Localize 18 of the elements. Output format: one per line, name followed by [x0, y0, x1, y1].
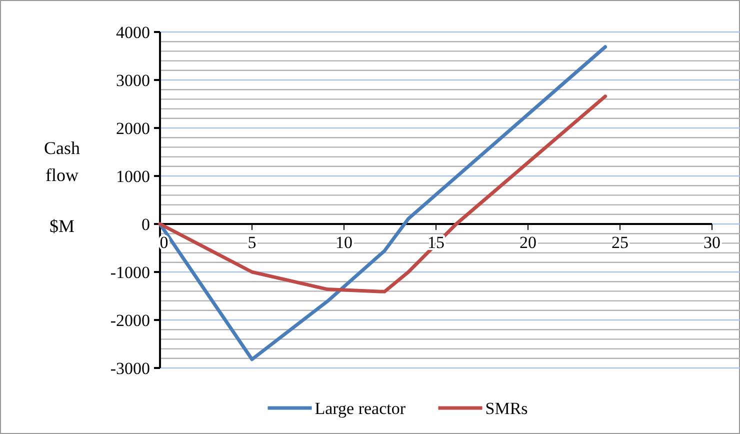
x-tick-label: 10 — [336, 233, 352, 252]
y-tick-label: 1000 — [116, 166, 150, 186]
legend-label: Large reactor — [314, 398, 406, 418]
text: Cash flow $M — [44, 138, 80, 236]
legend-label: SMRs — [485, 398, 528, 418]
y-tick-label: 0 — [142, 214, 150, 234]
line-series — [158, 45, 608, 362]
y-tick-label: -3000 — [110, 358, 150, 378]
y-tick-label: -1000 — [110, 262, 150, 282]
y-tick-label: -2000 — [110, 310, 150, 330]
x-tick-label: 20 — [520, 233, 536, 252]
x-tick-label: 25 — [612, 233, 628, 252]
x-tick-label: 5 — [248, 233, 256, 252]
y-tick-label: 3000 — [116, 70, 150, 90]
y-tick-label: 2000 — [116, 118, 150, 138]
y-tick-label: 4000 — [116, 22, 150, 42]
x-tick-label: 30 — [704, 233, 720, 252]
line-series — [158, 94, 608, 294]
